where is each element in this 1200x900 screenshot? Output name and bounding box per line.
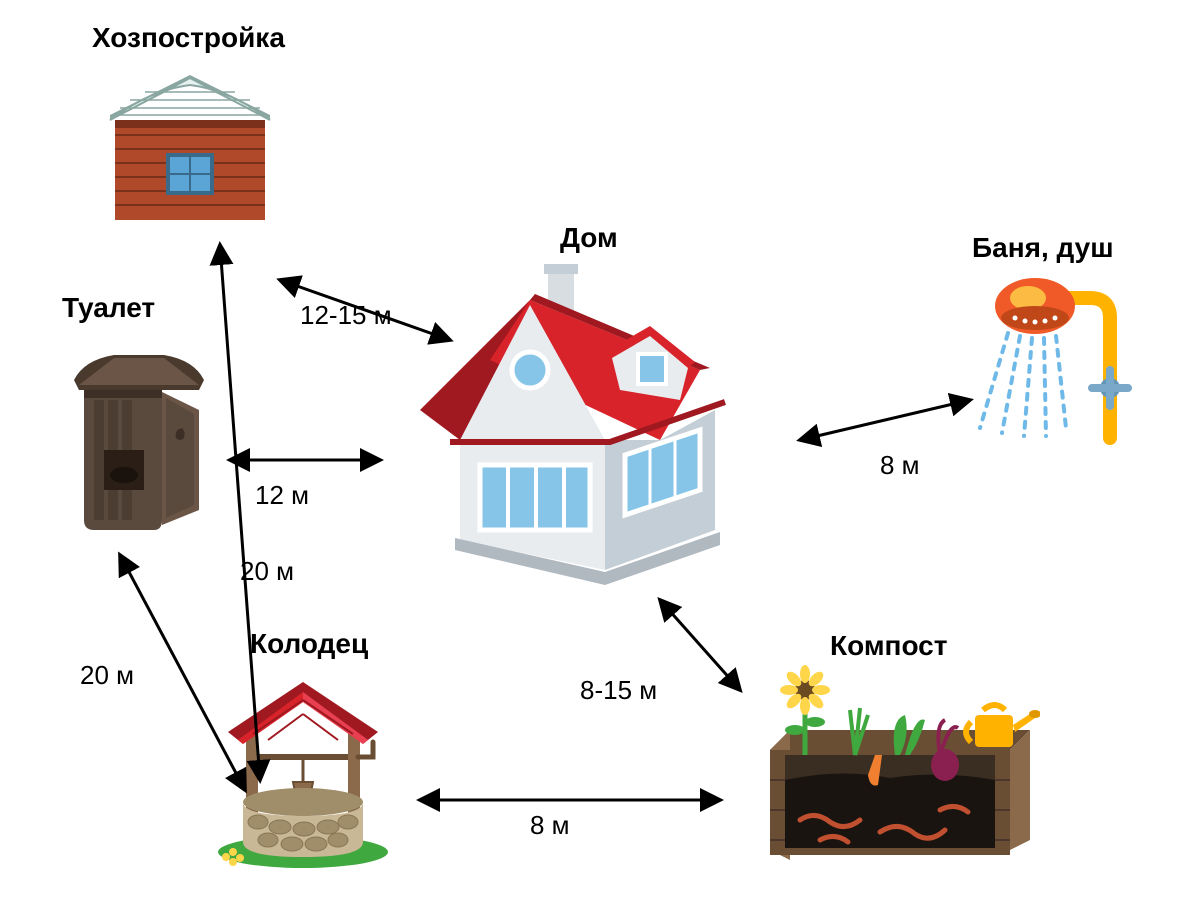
toilet-icon: [44, 330, 214, 540]
compost-label: Компост: [830, 630, 947, 662]
dist-well-compost: 8 м: [530, 810, 570, 841]
node-outbuilding: Хозпостройка: [92, 22, 285, 54]
node-compost: Компост: [830, 630, 947, 662]
shower-icon: [960, 268, 1150, 448]
edge-house-compost: [660, 600, 740, 690]
house-icon: [380, 250, 760, 590]
node-well: Колодец: [250, 628, 368, 660]
outbuilding-label: Хозпостройка: [92, 22, 285, 54]
dist-toilet-well: 20 м: [80, 660, 134, 691]
node-shower: Баня, душ: [972, 232, 1114, 264]
dist-toilet-house: 12 м: [255, 480, 309, 511]
compost-icon: [740, 660, 1040, 870]
dist-outbuilding-well: 20 м: [240, 556, 294, 587]
well-icon: [198, 662, 408, 872]
dist-house-compost: 8-15 м: [580, 675, 657, 706]
toilet-label: Туалет: [62, 292, 155, 324]
dist-outbuilding-house: 12-15 м: [300, 300, 392, 331]
well-label: Колодец: [250, 628, 368, 660]
dist-house-shower: 8 м: [880, 450, 920, 481]
edge-house-shower: [800, 400, 970, 440]
outbuilding-icon: [90, 60, 290, 230]
shower-label: Баня, душ: [972, 232, 1114, 264]
node-toilet: Туалет: [62, 292, 155, 324]
